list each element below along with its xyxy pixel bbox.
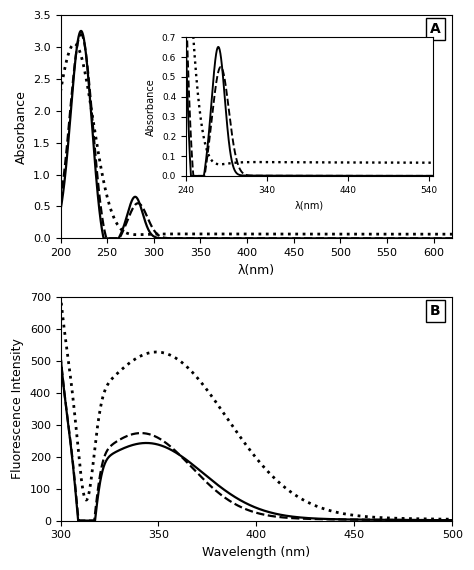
X-axis label: λ(nm): λ(nm) bbox=[238, 264, 275, 276]
Y-axis label: Absorbance: Absorbance bbox=[15, 90, 27, 164]
X-axis label: Wavelength (nm): Wavelength (nm) bbox=[202, 546, 310, 559]
Text: B: B bbox=[430, 304, 441, 318]
Y-axis label: Fluorescence Intensity: Fluorescence Intensity bbox=[11, 339, 24, 479]
Text: A: A bbox=[430, 22, 441, 36]
